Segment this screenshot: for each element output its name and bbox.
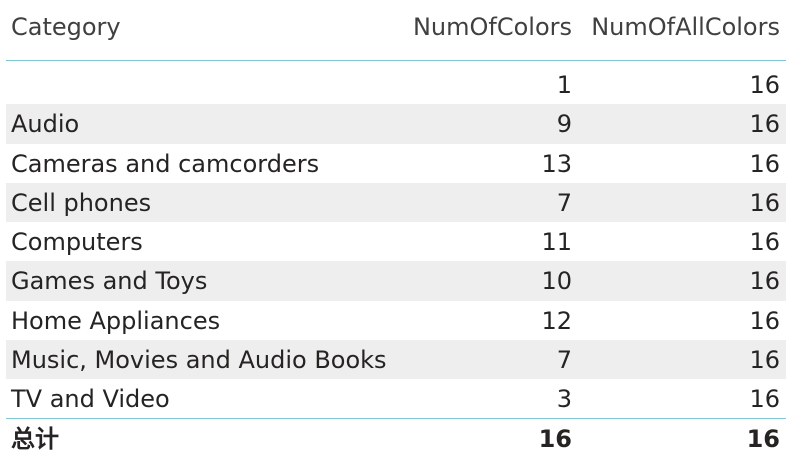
- table-header: Category NumOfColors NumOfAllColors: [6, 0, 786, 61]
- table-visual: Category NumOfColors NumOfAllColors 1 16 A…: [6, 0, 786, 474]
- total-label: 总计: [11, 425, 59, 453]
- cell-category: Cameras and camcorders: [11, 149, 320, 178]
- cell-num-of-colors: 10: [541, 267, 572, 296]
- cell-num-of-all-colors: 16: [749, 71, 780, 99]
- cell-num-of-colors: 11: [541, 228, 572, 257]
- table-row[interactable]: Home Appliances 12 16: [6, 301, 786, 340]
- cell-num-of-colors: 12: [541, 306, 572, 335]
- column-header-category[interactable]: Category: [11, 13, 121, 41]
- cell-num-of-all-colors: 16: [749, 149, 780, 178]
- cell-category: Home Appliances: [11, 306, 221, 335]
- column-header-num-of-colors[interactable]: NumOfColors: [412, 13, 572, 41]
- table-row[interactable]: TV and Video 3 16: [6, 379, 786, 418]
- cell-num-of-colors: 1: [556, 71, 572, 99]
- cell-num-of-all-colors: 16: [749, 306, 780, 335]
- table-row[interactable]: Music, Movies and Audio Books 7 16: [6, 340, 786, 380]
- cell-num-of-colors: 13: [541, 149, 572, 178]
- cell-num-of-all-colors: 16: [749, 188, 780, 217]
- cell-category: Audio: [11, 110, 80, 139]
- cell-category: Cell phones: [11, 188, 152, 217]
- cell-num-of-colors: 9: [556, 110, 572, 139]
- cell-category: Music, Movies and Audio Books: [11, 346, 387, 375]
- cell-num-of-colors: 7: [556, 188, 572, 217]
- cell-category: Games and Toys: [11, 267, 208, 296]
- cell-num-of-all-colors: 16: [749, 346, 780, 375]
- column-header-num-of-all-colors[interactable]: NumOfAllColors: [591, 13, 780, 41]
- cell-num-of-all-colors: 16: [749, 385, 780, 414]
- cell-num-of-colors: 3: [556, 385, 572, 414]
- cell-num-of-all-colors: 16: [749, 267, 780, 296]
- table-total-row: 总计 16 16: [6, 418, 786, 459]
- table-row[interactable]: Computers 11 16: [6, 222, 786, 261]
- cell-num-of-all-colors: 16: [749, 228, 780, 257]
- table-body: 1 16 Audio 9 16 Cameras and camcorders 13 16 Cel…: [6, 65, 786, 419]
- total-num-of-colors: 16: [538, 425, 572, 453]
- cell-category: Computers: [11, 228, 143, 257]
- cell-category: TV and Video: [11, 385, 170, 414]
- table-row[interactable]: 1 16: [6, 65, 786, 104]
- table-row[interactable]: Cameras and camcorders 13 16: [6, 144, 786, 183]
- total-num-of-all-colors: 16: [746, 425, 780, 453]
- table-row[interactable]: Audio 9 16: [6, 104, 786, 144]
- cell-num-of-colors: 7: [556, 346, 572, 375]
- cell-num-of-all-colors: 16: [749, 110, 780, 139]
- table-row[interactable]: Games and Toys 10 16: [6, 261, 786, 301]
- table-row[interactable]: Cell phones 7 16: [6, 182, 786, 223]
